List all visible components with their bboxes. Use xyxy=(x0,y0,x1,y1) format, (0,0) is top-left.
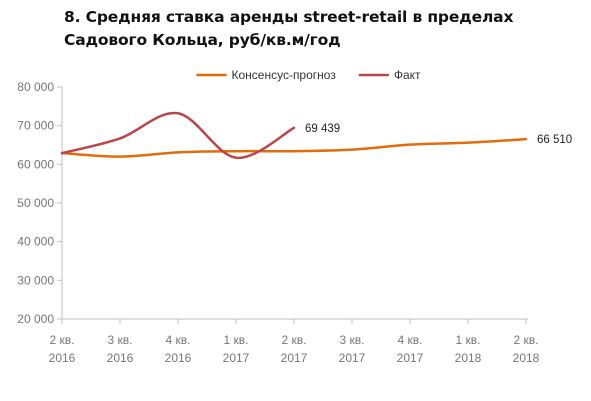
y-tick-label: 70 000 xyxy=(17,119,54,133)
x-tick-label-year: 2016 xyxy=(165,351,192,365)
y-tick-label: 20 000 xyxy=(17,312,54,326)
x-tick-label-year: 2016 xyxy=(107,351,134,365)
x-tick-label: 4 кв. 2016 xyxy=(165,333,192,365)
x-tick-label: 2 кв. 2016 xyxy=(49,333,76,365)
axes: 20 000 30 000 40 000 50 000 60 000 70 000 80 0… xyxy=(17,80,539,365)
x-tick-label-quarter: 3 кв. xyxy=(108,333,133,347)
series-line-1 xyxy=(60,111,296,160)
x-tick-label-quarter: 1 кв. xyxy=(456,333,481,347)
x-tick-label-quarter: 2 кв. xyxy=(282,333,307,347)
end-value-label-1: 69 439 xyxy=(305,123,340,135)
legend-item-0: Консенсус-прогноз xyxy=(196,68,336,82)
end-value-label-0: 66 510 xyxy=(537,134,572,146)
series-layer xyxy=(60,111,528,160)
y-tick-label: 30 000 xyxy=(17,273,54,287)
x-tick-label-year: 2018 xyxy=(455,351,482,365)
x-tick-label: 2 кв. 2018 xyxy=(513,333,540,365)
x-tick-label-year: 2017 xyxy=(281,351,308,365)
x-tick-label-quarter: 4 кв. xyxy=(166,333,191,347)
x-tick-label-quarter: 2 кв. xyxy=(50,333,75,347)
x-tick-label-quarter: 1 кв. xyxy=(224,333,249,347)
x-tick-label: 1 кв. 2017 xyxy=(223,333,250,365)
y-tick-label: 60 000 xyxy=(17,157,54,171)
x-tick-label: 4 кв. 2017 xyxy=(397,333,424,365)
x-tick-label: 2 кв. 2017 xyxy=(281,333,308,365)
y-tick-label: 40 000 xyxy=(17,235,54,249)
x-tick-label-year: 2016 xyxy=(49,351,76,365)
series-line-0 xyxy=(60,137,528,158)
x-tick-label: 3 кв. 2016 xyxy=(107,333,134,365)
data-labels: 66 510 69 439 xyxy=(305,123,572,146)
chart-title: 8. Средняя ставка аренды street-retail в… xyxy=(64,8,514,49)
x-tick-label-quarter: 3 кв. xyxy=(340,333,365,347)
legend: Консенсус-прогноз Факт xyxy=(196,68,421,82)
y-tick-label: 80 000 xyxy=(17,80,54,94)
x-tick-label-year: 2017 xyxy=(397,351,424,365)
y-tick-label: 50 000 xyxy=(17,196,54,210)
x-tick-label: 1 кв. 2018 xyxy=(455,333,482,365)
x-tick-label-quarter: 4 кв. xyxy=(398,333,423,347)
legend-label: Факт xyxy=(394,68,421,82)
legend-item-1: Факт xyxy=(358,68,421,82)
x-tick-label-quarter: 2 кв. xyxy=(514,333,539,347)
x-tick-label-year: 2017 xyxy=(223,351,250,365)
x-tick-label: 3 кв. 2017 xyxy=(339,333,366,365)
x-tick-label-year: 2017 xyxy=(339,351,366,365)
legend-label: Консенсус-прогноз xyxy=(231,68,336,82)
x-tick-label-year: 2018 xyxy=(513,351,540,365)
